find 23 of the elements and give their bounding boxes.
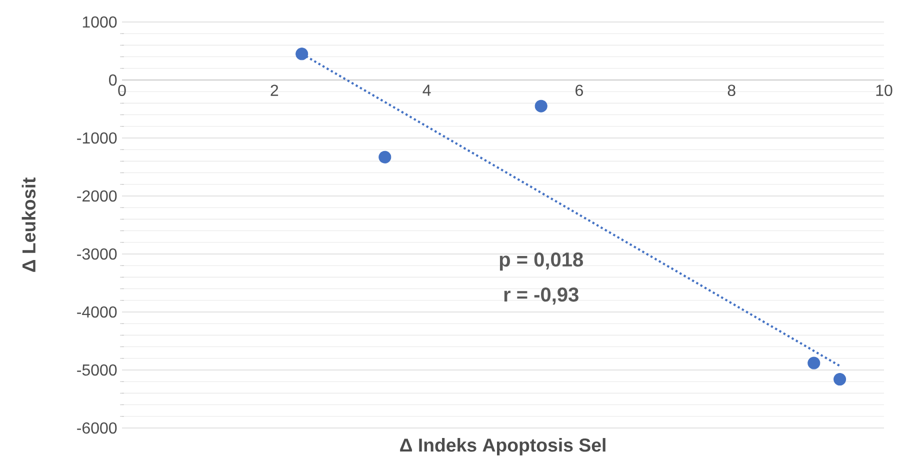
annotation: r = -0,93 — [504, 288, 578, 305]
point — [834, 372, 846, 386]
y-tick-label: -1000 — [77, 132, 117, 144]
y-tick-label: -3000 — [77, 248, 117, 260]
point — [378, 150, 392, 164]
point — [534, 100, 548, 112]
annotation: p = 0,018 — [500, 252, 583, 271]
x-tick-label: 10 — [876, 84, 892, 96]
y-tick-label: -2000 — [77, 190, 117, 202]
x-tick-label: 8 — [728, 84, 736, 96]
y-tick-label: -5000 — [77, 364, 117, 376]
point — [296, 48, 308, 60]
y-tick-label: 0 — [109, 74, 117, 86]
x-tick-label: 2 — [270, 84, 278, 96]
point — [808, 356, 820, 370]
x-axis-title: Δ Indeks Apoptosis Sel — [400, 438, 606, 456]
y-tick-label: 1000 — [82, 16, 117, 28]
x-tick-label: 6 — [576, 84, 583, 96]
x-tick-label: 4 — [422, 84, 431, 96]
y-tick-label: -6000 — [77, 422, 117, 434]
y-axis-title: Δ Leukosit — [22, 178, 36, 272]
x-tick-label: 0 — [118, 84, 126, 96]
y-tick-label: -4000 — [77, 306, 117, 318]
